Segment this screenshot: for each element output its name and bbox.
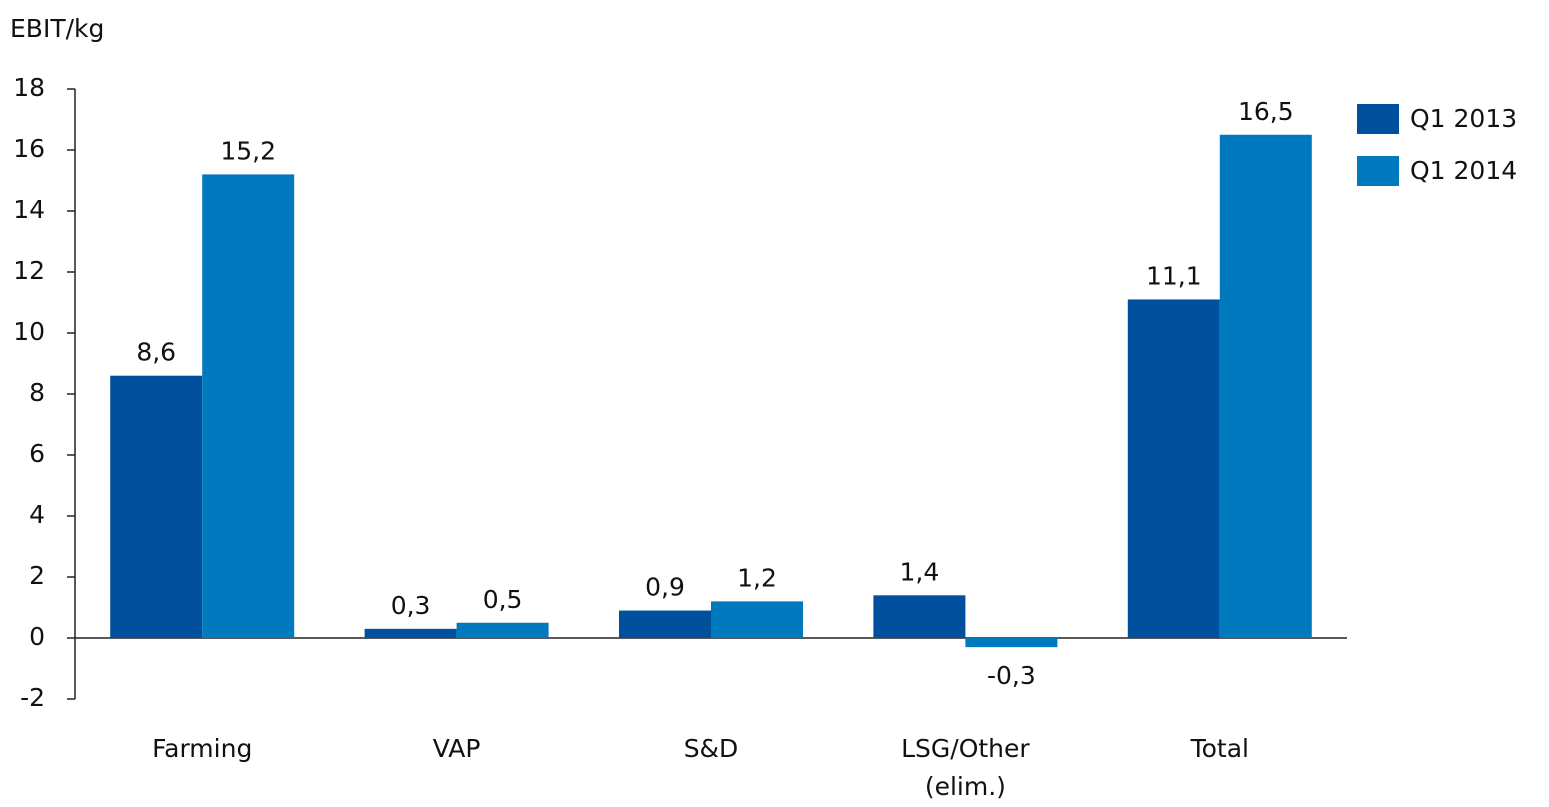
y-tick-label: 14 bbox=[13, 195, 45, 224]
y-tick-label: 0 bbox=[29, 622, 45, 651]
x-tick-label: VAP bbox=[433, 734, 481, 763]
value-label: 0,3 bbox=[391, 591, 431, 620]
x-tick-label: S&D bbox=[684, 734, 739, 763]
bar bbox=[711, 601, 803, 638]
value-label: 0,5 bbox=[483, 585, 523, 614]
y-axis-label: EBIT/kg bbox=[10, 14, 104, 43]
x-tick-label: LSG/Other (elim.) bbox=[901, 734, 1030, 801]
x-tick-label: Total bbox=[1190, 734, 1249, 763]
y-tick-label: 10 bbox=[13, 317, 45, 346]
legend-swatch bbox=[1357, 156, 1399, 186]
legend-label: Q1 2014 bbox=[1410, 156, 1517, 185]
value-label: 1,4 bbox=[900, 557, 940, 586]
y-tick-label: 2 bbox=[29, 561, 45, 590]
y-tick-label: 12 bbox=[13, 256, 45, 285]
x-tick-label: Farming bbox=[152, 734, 252, 763]
bar bbox=[110, 375, 203, 638]
bar bbox=[873, 595, 966, 638]
value-label: 11,1 bbox=[1146, 261, 1202, 290]
y-tick-label: 18 bbox=[13, 73, 45, 102]
value-label: 15,2 bbox=[220, 136, 276, 165]
legend-swatch bbox=[1357, 104, 1399, 134]
y-tick-label: -2 bbox=[20, 683, 45, 712]
bar bbox=[1127, 299, 1220, 638]
legend-label: Q1 2013 bbox=[1410, 104, 1517, 133]
bar bbox=[1219, 134, 1312, 638]
bar bbox=[364, 628, 457, 638]
bar bbox=[202, 174, 295, 638]
bar bbox=[619, 610, 711, 638]
y-tick-label: 6 bbox=[29, 439, 45, 468]
y-tick-label: 8 bbox=[29, 378, 45, 407]
y-tick-label: 4 bbox=[29, 500, 45, 529]
value-label: -0,3 bbox=[987, 661, 1036, 690]
value-label: 8,6 bbox=[136, 338, 176, 367]
value-label: 0,9 bbox=[645, 573, 685, 602]
value-label: 1,2 bbox=[737, 563, 777, 592]
bar bbox=[965, 638, 1058, 648]
value-label: 16,5 bbox=[1238, 97, 1294, 126]
y-tick-label: 16 bbox=[13, 134, 45, 163]
bar bbox=[456, 622, 549, 638]
